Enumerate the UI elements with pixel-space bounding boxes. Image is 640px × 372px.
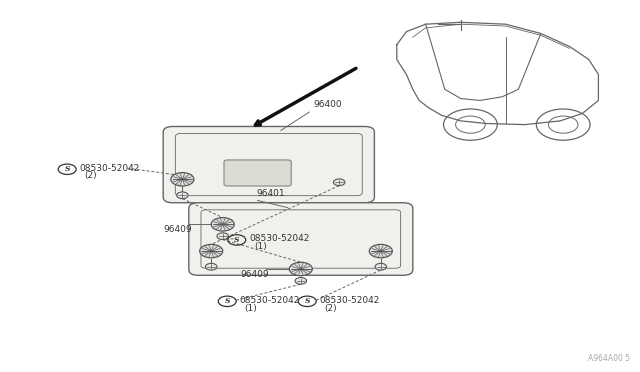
Circle shape xyxy=(217,233,228,240)
FancyBboxPatch shape xyxy=(163,126,374,203)
Text: 08530-52042: 08530-52042 xyxy=(319,296,380,305)
FancyBboxPatch shape xyxy=(189,203,413,275)
Text: (2): (2) xyxy=(84,171,97,180)
Circle shape xyxy=(211,218,234,231)
Circle shape xyxy=(200,244,223,258)
Circle shape xyxy=(295,278,307,284)
Circle shape xyxy=(177,192,188,199)
Text: 96401: 96401 xyxy=(257,189,285,198)
Text: 08530-52042: 08530-52042 xyxy=(239,296,300,305)
Circle shape xyxy=(289,262,312,276)
Circle shape xyxy=(171,173,194,186)
Text: S: S xyxy=(65,165,70,173)
Text: A964A00 5: A964A00 5 xyxy=(588,354,630,363)
Text: 96409: 96409 xyxy=(240,270,269,279)
Text: (1): (1) xyxy=(254,242,267,251)
Text: (2): (2) xyxy=(324,304,337,312)
FancyBboxPatch shape xyxy=(224,160,291,186)
Circle shape xyxy=(333,179,345,186)
Circle shape xyxy=(375,263,387,270)
Text: (1): (1) xyxy=(244,304,257,312)
Text: 96409: 96409 xyxy=(163,225,192,234)
Text: S: S xyxy=(225,297,230,305)
Text: 08530-52042: 08530-52042 xyxy=(79,164,140,173)
Circle shape xyxy=(205,263,217,270)
Text: 96400: 96400 xyxy=(314,100,342,109)
Text: S: S xyxy=(234,236,239,244)
Circle shape xyxy=(369,244,392,258)
Text: 08530-52042: 08530-52042 xyxy=(249,234,309,243)
Text: S: S xyxy=(305,297,310,305)
